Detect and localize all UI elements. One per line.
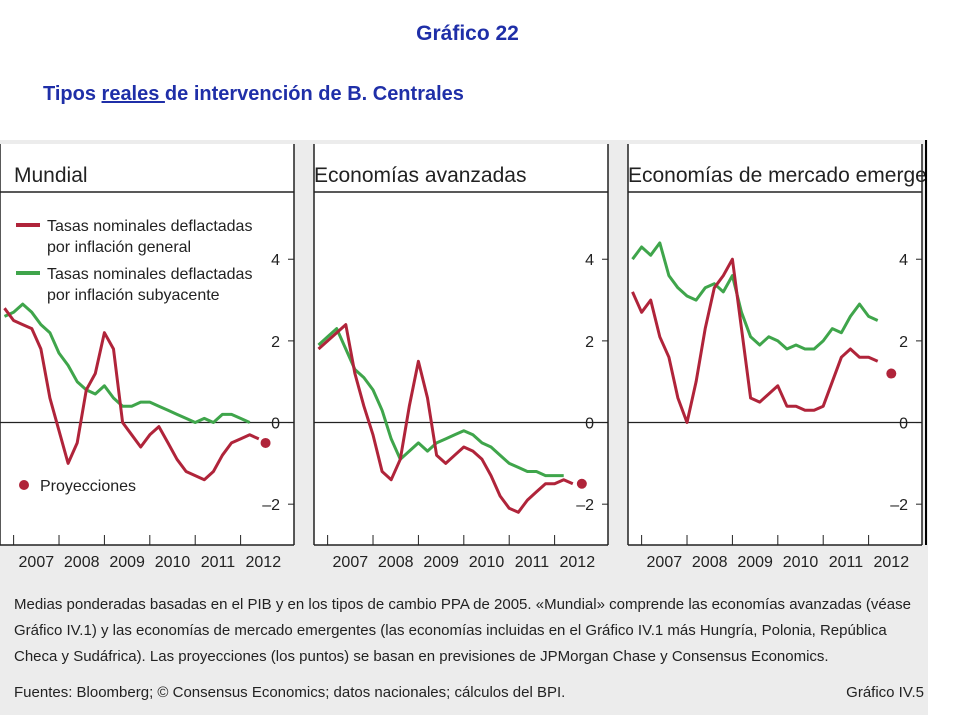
y-tick-label: 4 bbox=[585, 252, 594, 269]
x-tick-label: 2007 bbox=[19, 554, 55, 571]
x-tick-label: 2009 bbox=[109, 554, 145, 571]
legend-label-projections: Proyecciones bbox=[40, 478, 136, 495]
note-line-2: Gráfico IV.1) y las economías de mercado… bbox=[14, 622, 887, 639]
x-tick-label: 2009 bbox=[737, 554, 773, 571]
y-tick-label: –2 bbox=[890, 497, 908, 514]
panel-background bbox=[0, 144, 294, 545]
slide-subtitle: Tipos reales de intervención de B. Centr… bbox=[43, 83, 464, 106]
y-tick-label: 0 bbox=[899, 416, 908, 433]
projection-dot bbox=[576, 478, 587, 489]
series-line-subyacente bbox=[317, 327, 564, 478]
series-line-general bbox=[631, 257, 879, 424]
y-tick-label: 0 bbox=[271, 416, 280, 433]
note-line-1: Medias ponderadas basadas en el PIB y en… bbox=[14, 596, 911, 613]
legend-label-general-1: Tasas nominales deflactadas bbox=[47, 218, 252, 235]
subtitle-part-a: Tipos bbox=[43, 83, 102, 105]
x-tick-label: 2012 bbox=[874, 554, 910, 571]
x-tick-label: 2011 bbox=[829, 554, 864, 571]
y-tick-label: –2 bbox=[262, 497, 280, 514]
legend-label-subyacente-2: por inflación subyacente bbox=[47, 287, 220, 304]
x-tick-label: 2011 bbox=[201, 554, 236, 571]
legend-label-subyacente-1: Tasas nominales deflactadas bbox=[47, 266, 252, 283]
chart-panels: Mundial 4 2 0 –2 2007 2008 2009 2010 2011 2012 Tasa… bbox=[0, 144, 928, 571]
panel-background bbox=[628, 144, 922, 545]
x-tick-label: 2010 bbox=[155, 554, 191, 571]
x-tick-label: 2007 bbox=[333, 554, 369, 571]
y-tick-label: –2 bbox=[576, 497, 594, 514]
projection-dot bbox=[886, 368, 897, 379]
x-tick-label: 2011 bbox=[515, 554, 550, 571]
x-tick-label: 2010 bbox=[469, 554, 505, 571]
figure-sources: Fuentes: Bloomberg; © Consensus Economic… bbox=[14, 684, 566, 701]
legend-label-general-2: por inflación general bbox=[47, 239, 191, 256]
x-tick-label: 2008 bbox=[64, 554, 100, 571]
series-line-subyacente bbox=[631, 241, 879, 351]
slide-title: Gráfico 22 bbox=[416, 22, 519, 45]
panel-title: Mundial bbox=[14, 164, 88, 187]
legend-projection-dot bbox=[19, 480, 29, 490]
y-tick-label: 4 bbox=[899, 252, 908, 269]
y-tick-label: 4 bbox=[271, 252, 280, 269]
panel-title: Economías de mercado emergentes bbox=[628, 164, 928, 187]
figure-id: Gráfico IV.5 bbox=[846, 684, 924, 701]
panel-background bbox=[314, 144, 608, 545]
panel-title: Economías avanzadas bbox=[314, 164, 526, 187]
projection-dot bbox=[260, 437, 271, 448]
y-tick-label: 2 bbox=[271, 334, 280, 351]
note-line-3: Checa y Sudáfrica). Las proyecciones (lo… bbox=[14, 648, 829, 665]
x-tick-label: 2010 bbox=[783, 554, 819, 571]
figure-note: Medias ponderadas basadas en el PIB y en… bbox=[14, 592, 926, 670]
y-tick-label: 2 bbox=[899, 334, 908, 351]
x-tick-label: 2009 bbox=[423, 554, 459, 571]
subtitle-part-c: de intervención de B. Centrales bbox=[164, 83, 464, 105]
x-tick-label: 2007 bbox=[647, 554, 683, 571]
x-tick-label: 2008 bbox=[378, 554, 414, 571]
y-tick-label: 0 bbox=[585, 416, 594, 433]
x-tick-label: 2012 bbox=[246, 554, 282, 571]
figure-right-border bbox=[925, 140, 927, 545]
x-tick-label: 2008 bbox=[692, 554, 728, 571]
x-tick-label: 2012 bbox=[560, 554, 596, 571]
figure: Mundial 4 2 0 –2 2007 2008 2009 2010 2011 2012 Tasa… bbox=[0, 140, 928, 715]
y-tick-label: 2 bbox=[585, 334, 594, 351]
subtitle-part-b: reales bbox=[101, 83, 165, 105]
series-line-subyacente bbox=[3, 302, 251, 424]
